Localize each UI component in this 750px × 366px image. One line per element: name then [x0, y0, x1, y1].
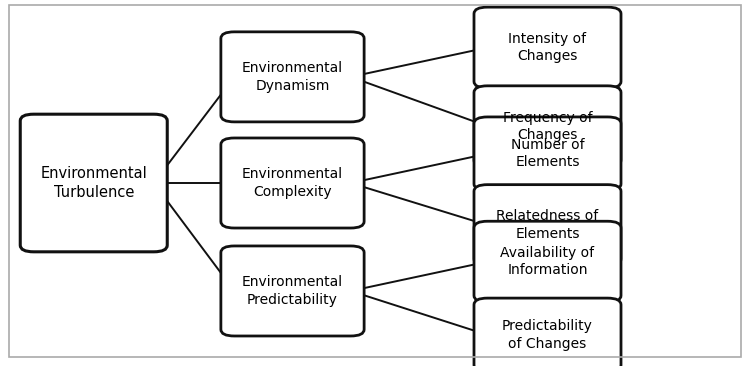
- Text: Environmental
Complexity: Environmental Complexity: [242, 167, 343, 199]
- FancyBboxPatch shape: [220, 246, 364, 336]
- Text: Intensity of
Changes: Intensity of Changes: [509, 32, 586, 63]
- Text: Predictability
of Changes: Predictability of Changes: [502, 319, 593, 351]
- FancyBboxPatch shape: [474, 7, 621, 88]
- Text: Frequency of
Changes: Frequency of Changes: [503, 111, 592, 142]
- FancyBboxPatch shape: [474, 221, 621, 302]
- Text: Environmental
Dynamism: Environmental Dynamism: [242, 61, 343, 93]
- Text: Number of
Elements: Number of Elements: [511, 138, 584, 169]
- Text: Environmental
Predictability: Environmental Predictability: [242, 275, 343, 307]
- Text: Availability of
Information: Availability of Information: [500, 246, 595, 277]
- FancyBboxPatch shape: [474, 298, 621, 366]
- FancyBboxPatch shape: [220, 32, 364, 122]
- FancyBboxPatch shape: [474, 117, 621, 190]
- Text: Environmental
Turbulence: Environmental Turbulence: [40, 166, 147, 200]
- FancyBboxPatch shape: [474, 185, 621, 266]
- Text: Relatedness of
Elements: Relatedness of Elements: [496, 209, 598, 241]
- FancyBboxPatch shape: [474, 86, 621, 167]
- FancyBboxPatch shape: [220, 138, 364, 228]
- FancyBboxPatch shape: [20, 114, 167, 252]
